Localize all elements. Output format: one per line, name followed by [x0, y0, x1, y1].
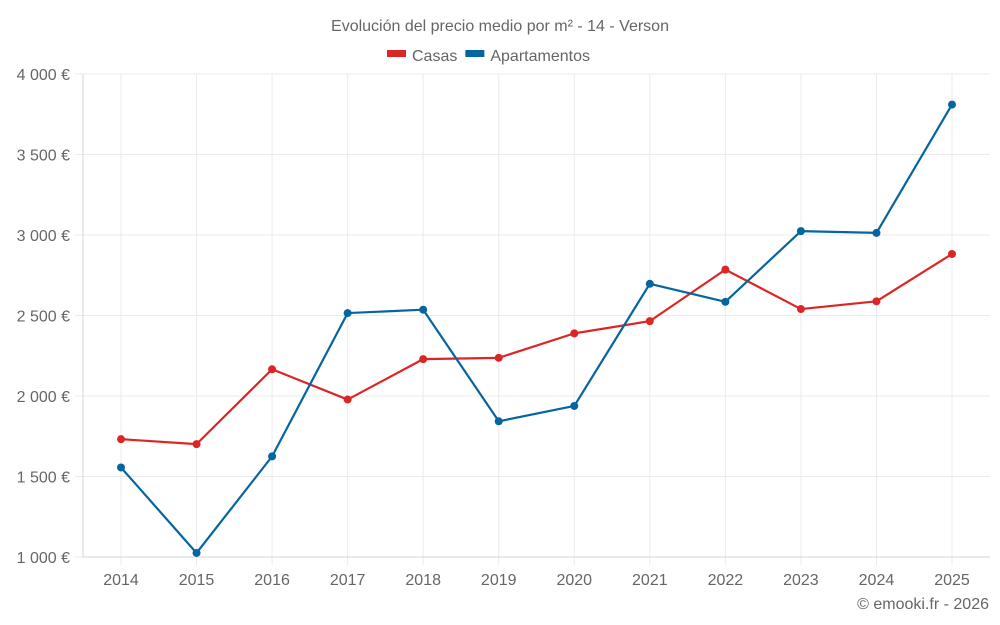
data-point[interactable] — [948, 249, 956, 258]
x-tick-label: 2019 — [481, 572, 517, 589]
data-point[interactable] — [117, 463, 125, 472]
data-point[interactable] — [645, 317, 654, 326]
legend-swatch — [387, 50, 406, 57]
x-tick-label: 2015 — [179, 572, 215, 589]
data-point[interactable] — [570, 329, 579, 338]
x-tick-label: 2020 — [556, 572, 592, 589]
x-tick-label: 2018 — [405, 572, 441, 589]
data-point[interactable] — [796, 227, 805, 236]
y-tick-label: 2 500 € — [17, 309, 70, 326]
legend-label: Casas — [412, 48, 457, 65]
data-point[interactable] — [721, 265, 730, 274]
data-point[interactable] — [796, 305, 805, 314]
x-tick-label: 2014 — [103, 572, 139, 589]
y-tick-label: 3 000 € — [17, 228, 70, 245]
x-tick-label: 2016 — [254, 572, 290, 589]
y-tick-label: 4 000 € — [17, 67, 70, 84]
data-point[interactable] — [192, 440, 201, 449]
data-point[interactable] — [343, 395, 352, 404]
data-point[interactable] — [570, 401, 579, 410]
data-point[interactable] — [948, 100, 956, 109]
series-apartamentos — [117, 100, 956, 557]
series-casas — [117, 249, 956, 449]
x-tick-label: 2017 — [330, 572, 366, 589]
y-tick-label: 3 500 € — [17, 148, 70, 165]
copyright-footer: © emooki.fr - 2026 — [857, 596, 989, 613]
data-point[interactable] — [721, 297, 730, 306]
x-tick-label: 2025 — [934, 572, 970, 589]
chart-title: Evolución del precio medio por m² - 14 -… — [331, 18, 669, 35]
data-point[interactable] — [343, 309, 352, 318]
legend: Casas Apartamentos — [387, 48, 590, 65]
y-axis-ticks: 1 000 € 1 500 € 2 000 € 2 500 € 3 000 € 3 500… — [17, 67, 70, 567]
legend-label: Apartamentos — [490, 48, 590, 65]
y-tick-label: 1 000 € — [17, 550, 70, 567]
x-axis-ticks: 2014 2015 2016 2017 2018 2019 2020 2021 2022 2023… — [103, 572, 970, 589]
x-gridlines — [120, 74, 953, 565]
y-tick-label: 1 500 € — [17, 470, 70, 487]
series-group — [117, 100, 956, 557]
x-tick-label: 2024 — [859, 572, 895, 589]
data-point[interactable] — [645, 279, 654, 288]
legend-item[interactable]: Casas — [387, 48, 457, 65]
legend-item[interactable]: Apartamentos — [465, 48, 590, 65]
x-tick-label: 2021 — [632, 572, 668, 589]
y-gridlines — [75, 73, 990, 558]
y-tick-label: 2 000 € — [17, 389, 70, 406]
data-point[interactable] — [494, 417, 503, 426]
data-point[interactable] — [419, 305, 428, 314]
data-point[interactable] — [419, 355, 428, 364]
x-tick-label: 2023 — [783, 572, 819, 589]
series-line — [120, 253, 953, 446]
data-point[interactable] — [872, 297, 881, 306]
data-point[interactable] — [872, 228, 881, 237]
x-tick-label: 2022 — [708, 572, 744, 589]
series-line — [120, 104, 953, 555]
legend-swatch — [465, 50, 485, 57]
data-point[interactable] — [192, 548, 201, 557]
data-point[interactable] — [268, 365, 277, 374]
data-point[interactable] — [268, 452, 277, 461]
data-point[interactable] — [117, 435, 125, 444]
data-point[interactable] — [494, 353, 503, 362]
